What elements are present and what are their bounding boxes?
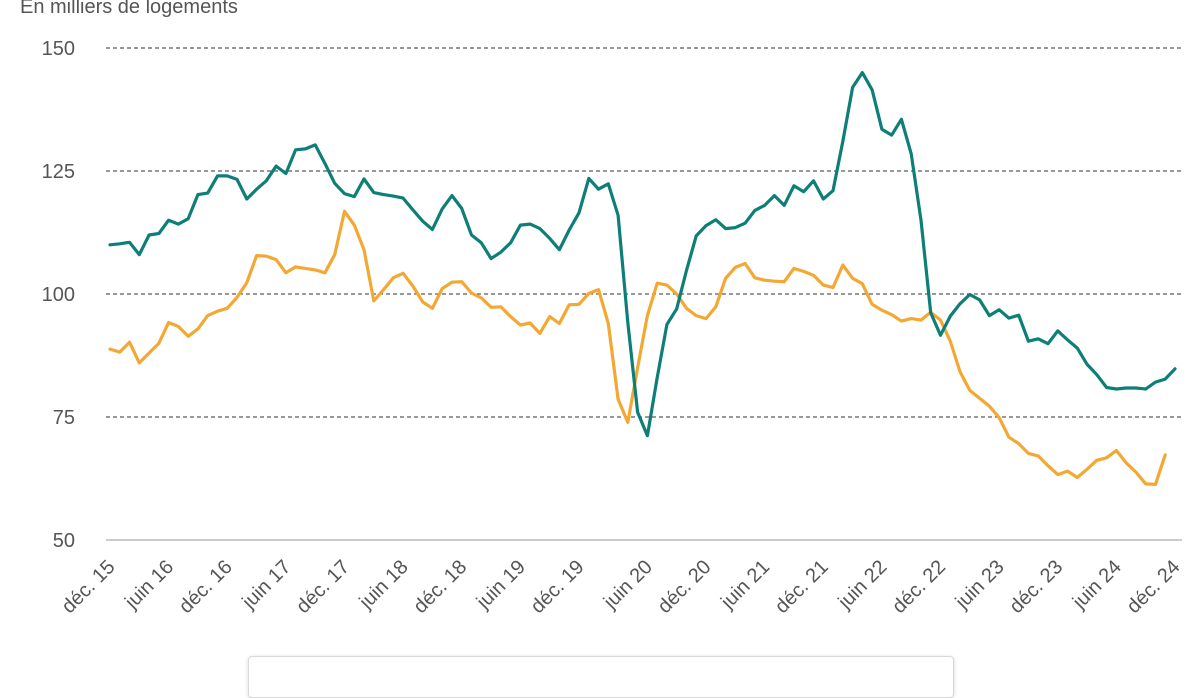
y-axis-unit-label: En milliers de logements (20, 0, 238, 18)
y-tick-label: 50 (53, 530, 75, 552)
x-tick-label: déc. 15 (58, 556, 120, 618)
x-tick-label: déc. 19 (527, 556, 589, 618)
x-tick-label: déc. 17 (292, 556, 354, 618)
y-tick-label: 150 (42, 38, 75, 60)
x-tick-label: déc. 22 (888, 556, 950, 618)
y-tick-label: 100 (42, 284, 75, 306)
y-tick-label: 75 (53, 407, 75, 429)
x-tick-label: juin 21 (716, 556, 774, 614)
x-tick-label: juin 18 (355, 556, 413, 614)
series-orange-line (108, 209, 1167, 486)
x-tick-label: juin 19 (472, 556, 530, 614)
x-tick-label: juin 22 (833, 556, 891, 614)
x-tick-label: déc. 16 (175, 556, 237, 618)
x-tick-label: juin 16 (120, 556, 178, 614)
x-tick-label: déc. 21 (771, 556, 833, 618)
x-tick-label: déc. 20 (654, 556, 716, 618)
x-tick-label: déc. 23 (1005, 556, 1067, 618)
x-tick-label: juin 24 (1068, 556, 1126, 614)
y-tick-label: 125 (42, 161, 75, 183)
legend-box (248, 656, 954, 698)
x-tick-label: déc. 24 (1123, 556, 1185, 618)
series-teal-line (108, 70, 1177, 438)
x-tick-label: juin 17 (237, 556, 295, 614)
x-tick-label: juin 23 (951, 556, 1009, 614)
x-tick-label: déc. 18 (409, 556, 471, 618)
x-tick-label: juin 20 (599, 556, 657, 614)
